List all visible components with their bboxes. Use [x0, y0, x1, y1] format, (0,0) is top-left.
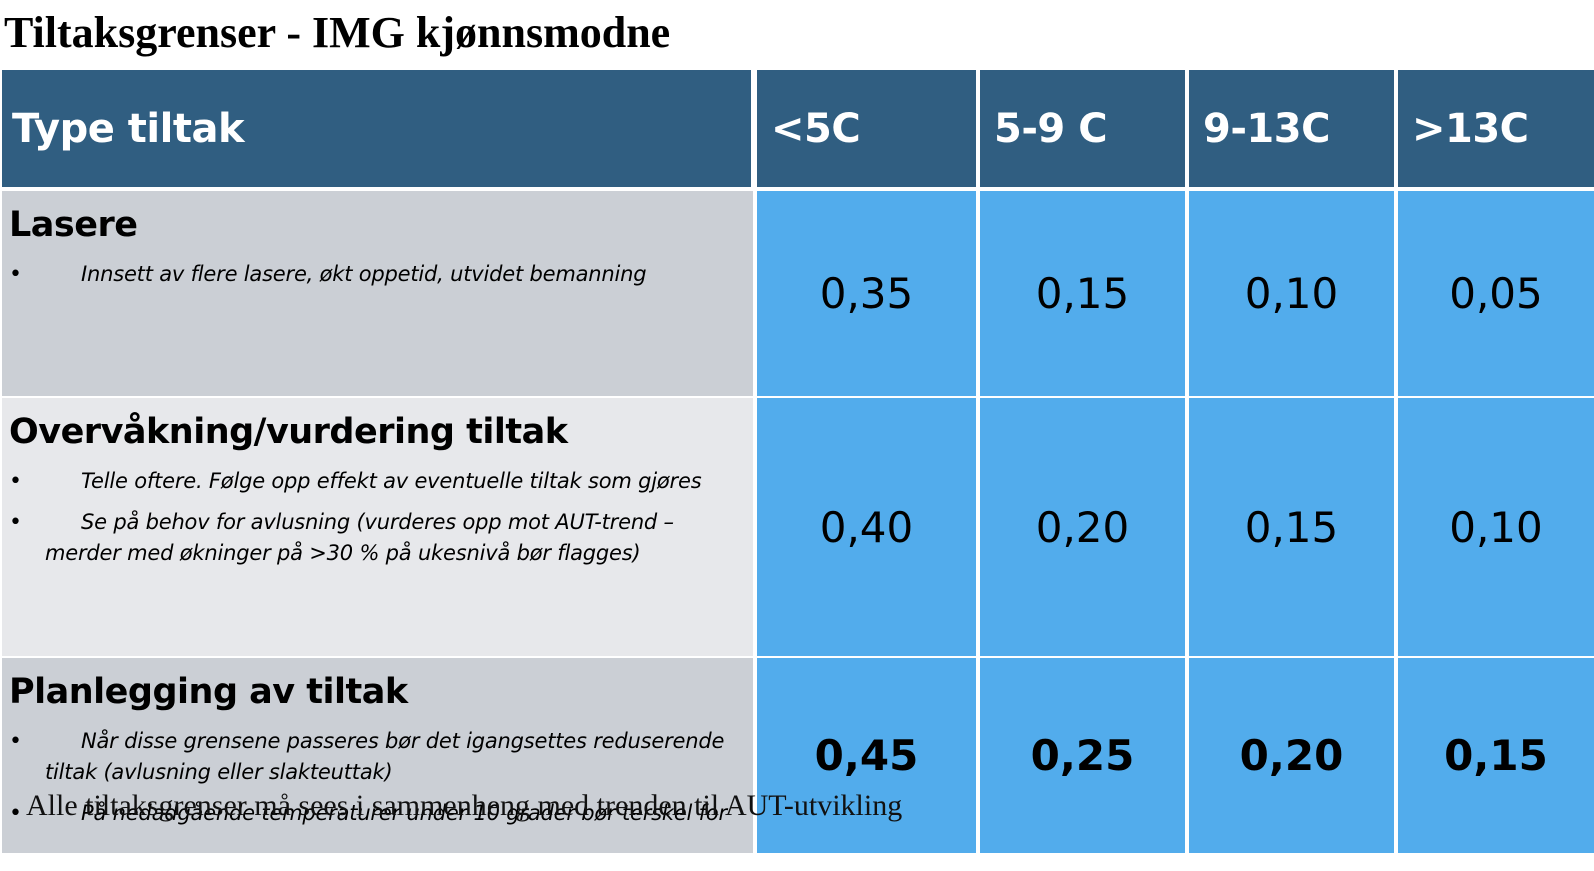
bullet-item: • Telle oftere. Følge opp effekt av event… [9, 466, 747, 497]
header-label: Type tiltak [12, 105, 245, 152]
value-text: 0,10 [1449, 502, 1543, 552]
header-type-tiltak: Type tiltak [2, 70, 751, 187]
header-temp-above-13: >13C [1398, 70, 1594, 187]
bullet-text: Når disse grensene passeres bør det igan… [45, 729, 725, 784]
bullet-text: Innsett av flere lasere, økt oppetid, ut… [81, 262, 647, 286]
header-temp-5-9: 5-9 C [980, 70, 1185, 187]
bullet-icon: • [9, 801, 22, 826]
row-heading: Lasere [9, 205, 138, 245]
bullet-list: • Innsett av flere lasere, økt oppetid, u… [9, 259, 747, 290]
row-heading: Planlegging av tiltak [9, 672, 408, 712]
row-label-planlegging: Planlegging av tiltak • Når disse grensen… [2, 658, 753, 853]
value-lasere-9-13: 0,10 [1189, 191, 1394, 396]
bullet-text: Se på behov for avlusning (vurderes opp … [45, 510, 674, 565]
value-text: 0,10 [1244, 269, 1339, 318]
value-planlegging-below-5: 0,45 [757, 658, 976, 853]
bullet-item: • Når disse grensene passeres bør det iga… [9, 726, 747, 788]
value-overvakning-above-13: 0,10 [1398, 398, 1594, 656]
value-text: 0,15 [1244, 502, 1339, 552]
bullet-list: • Når disse grensene passeres bør det iga… [9, 726, 747, 829]
value-text: 0,15 [1444, 731, 1548, 780]
value-planlegging-9-13: 0,20 [1189, 658, 1394, 853]
header-label: 9-13C [1203, 105, 1330, 152]
value-planlegging-5-9: 0,25 [980, 658, 1185, 853]
header-temp-9-13: 9-13C [1189, 70, 1394, 187]
bullet-text: Telle oftere. Følge opp effekt av eventu… [81, 469, 702, 493]
value-overvakning-below-5: 0,40 [757, 398, 976, 656]
bullet-item: • På nedadgående temperaturer under 10 gr… [9, 798, 747, 829]
bullet-icon: • [9, 469, 22, 494]
value-planlegging-above-13: 0,15 [1398, 658, 1594, 853]
value-text: 0,05 [1449, 269, 1543, 318]
header-label: >13C [1412, 105, 1529, 152]
row-label-overvakning: Overvåkning/vurdering tiltak • Telle ofte… [2, 398, 753, 656]
value-lasere-below-5: 0,35 [757, 191, 976, 396]
value-overvakning-9-13: 0,15 [1189, 398, 1394, 656]
value-text: 0,35 [819, 269, 914, 318]
value-lasere-5-9: 0,15 [980, 191, 1185, 396]
value-text: 0,25 [1030, 731, 1135, 780]
page-title: Tiltaksgrenser - IMG kjønnsmodne [4, 8, 671, 57]
bullet-icon: • [9, 510, 22, 535]
bullet-list: • Telle oftere. Følge opp effekt av event… [9, 466, 747, 569]
value-text: 0,20 [1239, 731, 1344, 780]
bullet-text: På nedadgående temperaturer under 10 gra… [81, 801, 727, 825]
row-heading: Overvåkning/vurdering tiltak [9, 412, 568, 452]
header-label: 5-9 C [994, 105, 1108, 152]
bullet-item: • Se på behov for avlusning (vurderes opp… [9, 507, 747, 569]
value-text: 0,20 [1035, 502, 1130, 552]
bullet-icon: • [9, 262, 22, 287]
value-text: 0,40 [819, 502, 914, 552]
footnote: Alle tiltaksgrenser må sees i sammenheng… [26, 789, 903, 822]
header-temp-below-5: <5C [757, 70, 976, 187]
value-lasere-above-13: 0,05 [1398, 191, 1594, 396]
bullet-item: • Innsett av flere lasere, økt oppetid, u… [9, 259, 747, 290]
bullet-icon: • [9, 729, 22, 754]
value-text: 0,45 [814, 731, 919, 780]
value-text: 0,15 [1035, 269, 1130, 318]
header-label: <5C [771, 105, 861, 152]
value-overvakning-5-9: 0,20 [980, 398, 1185, 656]
row-label-lasere: Lasere • Innsett av flere lasere, økt opp… [2, 191, 753, 396]
